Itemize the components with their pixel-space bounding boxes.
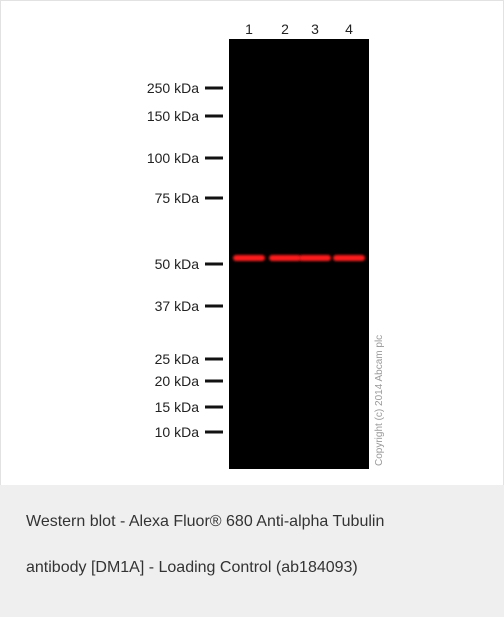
marker-dash <box>205 263 223 266</box>
marker-label: 250 kDa <box>147 80 199 96</box>
page: {"figure": { "lanes": ["1", "2", "3", "4… <box>0 0 504 617</box>
marker-dash <box>205 197 223 200</box>
protein-band <box>269 255 301 261</box>
marker-label: 150 kDa <box>147 108 199 124</box>
marker-label: 37 kDa <box>155 298 200 314</box>
marker-label: 75 kDa <box>155 190 200 206</box>
blot-membrane <box>229 39 369 469</box>
marker-label: 15 kDa <box>155 399 200 415</box>
lane-label: 4 <box>345 21 353 37</box>
marker-dash <box>205 157 223 160</box>
marker-dash <box>205 87 223 90</box>
caption-line: Western blot - Alexa Fluor® 680 Anti-alp… <box>26 513 384 531</box>
figure-frame: Copyright (c) 2014 Abcam plc 1 2 3 4 250 kDa… <box>0 0 504 485</box>
caption-box: Western blot - Alexa Fluor® 680 Anti-alp… <box>0 485 504 617</box>
marker-label: 25 kDa <box>155 351 200 367</box>
marker-dash <box>205 431 223 434</box>
marker-dash <box>205 305 223 308</box>
western-blot: Copyright (c) 2014 Abcam plc 1 2 3 4 250 kDa… <box>1 1 503 485</box>
marker-dash <box>205 115 223 118</box>
protein-band <box>233 255 265 261</box>
marker-label: 100 kDa <box>147 150 199 166</box>
marker-dash <box>205 380 223 383</box>
marker-label: 50 kDa <box>155 256 200 272</box>
marker-label: 20 kDa <box>155 373 200 389</box>
lane-label: 2 <box>281 21 289 37</box>
marker-dash <box>205 358 223 361</box>
protein-band <box>299 255 331 261</box>
copyright: Copyright (c) 2014 Abcam plc <box>374 335 385 466</box>
caption-line: antibody [DM1A] - Loading Control (ab184… <box>26 559 358 577</box>
protein-band <box>333 255 365 261</box>
marker-label: 10 kDa <box>155 424 200 440</box>
lane-label: 1 <box>245 21 253 37</box>
lane-label: 3 <box>311 21 319 37</box>
marker-dash <box>205 406 223 409</box>
